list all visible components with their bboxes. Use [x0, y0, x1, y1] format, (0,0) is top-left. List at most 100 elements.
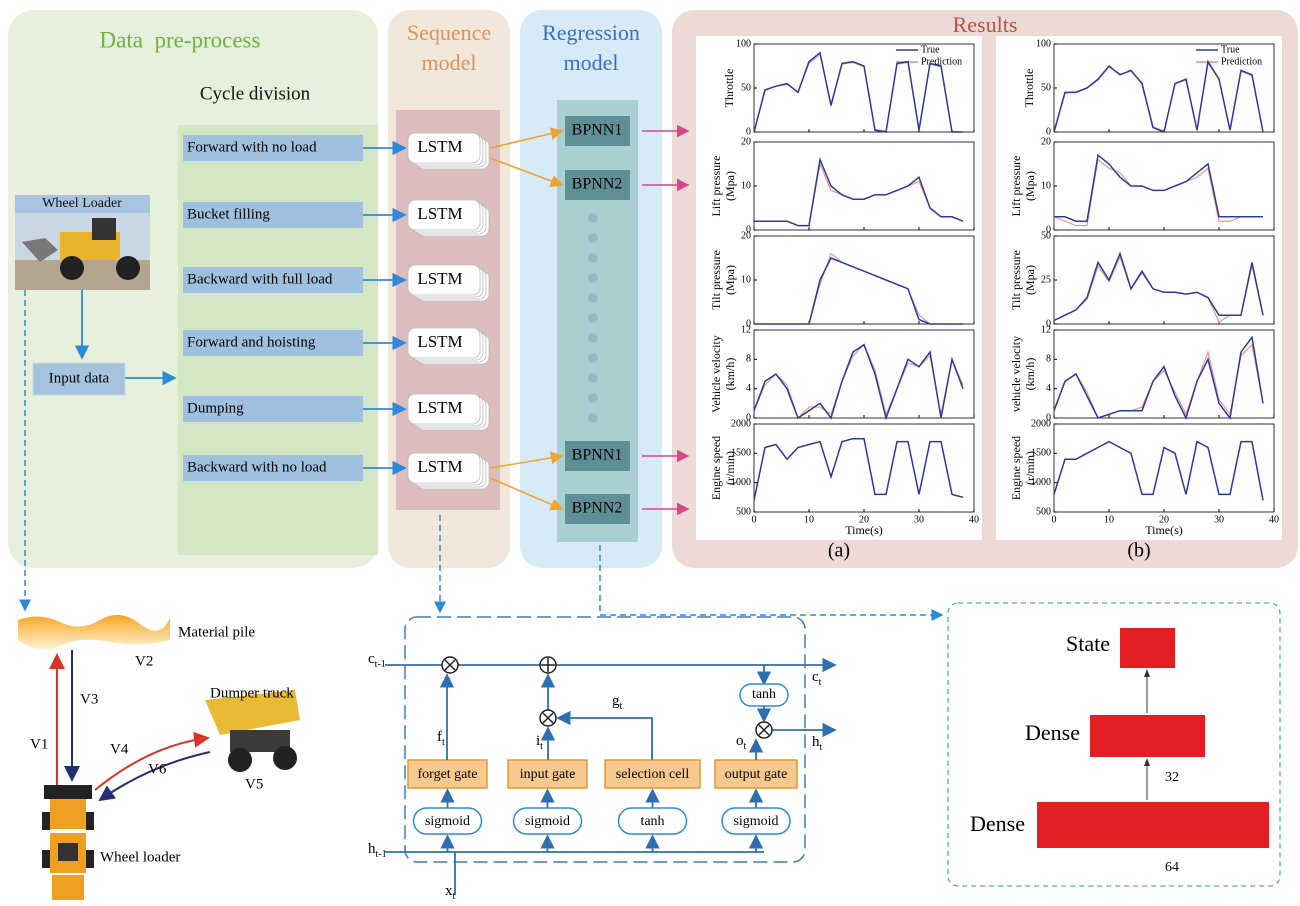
bpnn-label: BPNN1 [572, 122, 623, 139]
bpnn-label: BPNN2 [572, 176, 623, 193]
x-tick-label: 10 [804, 514, 814, 525]
label: V1 [30, 736, 48, 752]
signal-label: gt [612, 693, 623, 712]
label: Dumper truck [210, 685, 294, 701]
dot [588, 213, 598, 223]
x-axis-label: Time(s) [845, 523, 883, 537]
y-axis-label: Throttle [722, 69, 736, 108]
signal-sub: t [540, 741, 543, 752]
y-tick-label: 20 [741, 230, 751, 241]
signal-sub: t [442, 737, 445, 748]
y-tick-label: 10 [741, 180, 751, 191]
signal-label: ot [736, 733, 747, 752]
label: V3 [80, 691, 98, 707]
bpnn-column [557, 100, 638, 542]
title: Data pre-process [100, 27, 261, 52]
x-tick-label: 40 [969, 514, 979, 525]
dot [588, 253, 598, 263]
dot [588, 313, 598, 323]
y-tick-label: 100 [1036, 38, 1051, 49]
activation-label: tanh [752, 687, 776, 702]
bpnn-label: BPNN2 [572, 500, 623, 517]
signal-sub: t [820, 742, 823, 753]
dot [588, 333, 598, 343]
x-axis-label: Time(s) [1145, 523, 1183, 537]
y-axis-label: Tilt pressure [1009, 250, 1023, 310]
y-axis-label: vehicle velocity [1009, 336, 1023, 412]
label: 64 [1165, 860, 1179, 875]
y-tick-label: 50 [741, 82, 751, 93]
lstm-label: LSTM [417, 269, 462, 288]
title: model [422, 50, 477, 75]
title: model [564, 50, 619, 75]
y-axis-label: (Mpa) [723, 265, 737, 295]
y-tick-label: 25 [1041, 274, 1051, 285]
phase-label: Forward with no load [187, 139, 317, 155]
signal-sub: t [819, 677, 822, 688]
y-tick-label: 100 [736, 38, 751, 49]
y-axis-label: Tilt pressure [709, 250, 723, 310]
panel-label: (b) [1127, 540, 1150, 562]
y-axis-label: (Mpa) [723, 171, 737, 201]
dumper-truck [205, 690, 300, 772]
y-tick-label: 10 [1041, 180, 1051, 191]
label: V2 [135, 653, 153, 669]
dot [588, 273, 598, 283]
x-tick-label: 0 [1052, 514, 1057, 525]
wire [558, 718, 652, 760]
y-axis-label: Throttle [1022, 69, 1036, 108]
dot [588, 233, 598, 243]
legend-label: True [1221, 44, 1240, 55]
gate-label: selection cell [616, 767, 690, 782]
subtitle: Cycle division [200, 83, 311, 104]
y-tick-label: 20 [741, 136, 751, 147]
signal-base: o [736, 733, 744, 749]
dot [588, 353, 598, 363]
y-axis-label: (km/h) [723, 358, 737, 391]
y-axis-label: Vehicle velocity [709, 335, 723, 413]
y-axis-label: Lift pressure [709, 156, 723, 217]
wheel-loader-topview [42, 785, 94, 900]
signal-label: ct [812, 669, 822, 688]
y-tick-label: 4 [746, 383, 751, 394]
activation-label: sigmoid [425, 814, 470, 829]
signal-sub: t [620, 701, 623, 712]
x-tick-label: 30 [914, 514, 924, 525]
title: Results [953, 12, 1018, 37]
phase-label: Bucket filling [187, 206, 270, 222]
label: Dense [970, 811, 1025, 836]
y-tick-label: 12 [741, 324, 751, 335]
y-tick-label: 20 [1041, 136, 1051, 147]
layer [1120, 628, 1175, 668]
y-tick-label: 500 [736, 506, 751, 517]
lstm-label: LSTM [417, 204, 462, 223]
panel-label: (a) [828, 540, 850, 562]
lstm-label: LSTM [417, 332, 462, 351]
activation-label: sigmoid [733, 814, 778, 829]
result-panel-b [996, 36, 1282, 540]
material-pile [18, 615, 170, 650]
phase-label: Backward with no load [187, 459, 327, 475]
gate-label: output gate [725, 767, 788, 782]
diagram: Data pre-process Cycle division Sequence… [0, 0, 1300, 906]
y-axis-label: Lift pressure [1009, 156, 1023, 217]
signal-label: ht [812, 734, 823, 753]
legend-label: True [921, 44, 940, 55]
gate-label: forget gate [418, 767, 478, 782]
y-tick-label: 8 [746, 354, 751, 365]
signal-label: it [536, 733, 543, 752]
dot [588, 413, 598, 423]
signal-label: xt [445, 883, 456, 902]
title: Regression [542, 20, 640, 45]
signal-label: ht-1 [368, 841, 387, 860]
label: Input data [49, 370, 110, 386]
label: V6 [148, 761, 167, 777]
phase-label: Backward with full load [187, 271, 333, 287]
y-tick-label: 500 [1036, 506, 1051, 517]
label: 32 [1165, 770, 1179, 785]
y-axis-label: (r/min) [1023, 451, 1037, 485]
signal-label: ct-1 [368, 651, 386, 670]
legend-label: Prediction [1221, 56, 1262, 67]
label: V4 [110, 741, 129, 757]
lstm-label: LSTM [417, 137, 462, 156]
